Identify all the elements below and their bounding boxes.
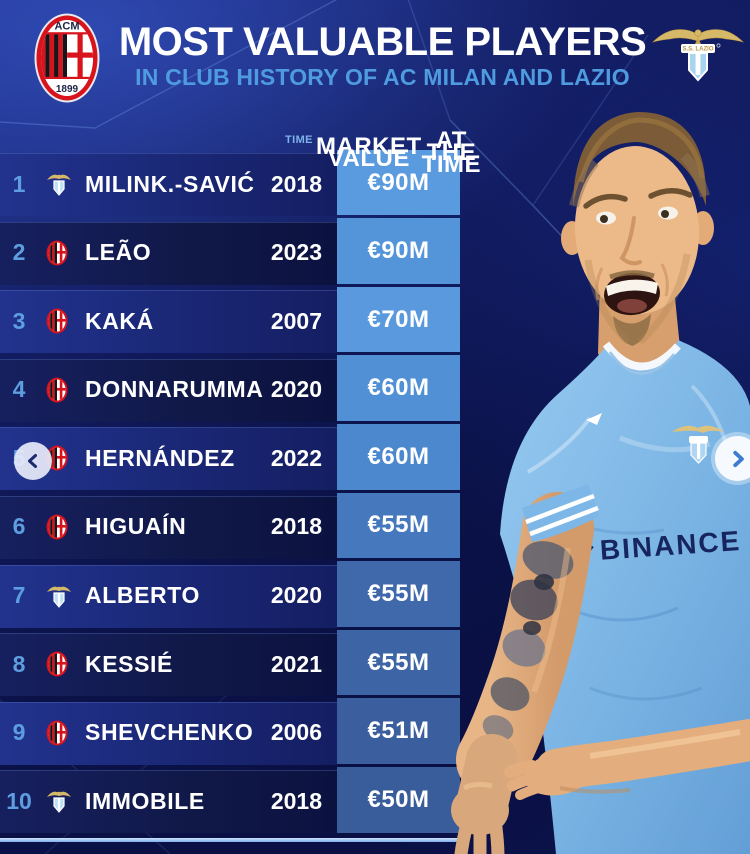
player-name: HERNÁNDEZ [85,444,235,471]
transfer-time: 2007 [270,307,322,334]
table-row: 8 KESSIÉ 2021 €55M [0,629,460,697]
player-name: DONNARUMMA [85,376,264,403]
transfer-time: 2020 [270,582,322,609]
transfer-time: 2018 [270,787,322,814]
table-row: 2 LEÃO 2023 €90M [0,218,460,285]
table-row: 7 ALBERTO 2020 €55M [0,561,460,628]
player-name: ALBERTO [85,582,200,609]
column-header-market-value-line2: AT THE TIME [421,126,481,178]
lazio-crest-icon [47,792,71,814]
transfer-time: 2022 [270,444,322,471]
column-header-time: TIME [285,134,313,146]
market-value: €51M [337,698,460,765]
market-value: €50M [337,767,460,833]
milan-crest-icon [46,240,68,266]
table-row: 5 HERNÁNDEZ 2022 €60M [0,424,460,491]
page-title: MOST VALUABLE PLAYERS [118,20,647,64]
lazio-crest-icon [47,586,71,608]
milan-crest-text: ACM [54,21,79,33]
lazio-crest-icon [47,174,71,196]
player-photo: BINANCE [451,112,750,854]
rank: 6 [12,513,26,540]
market-value: €90M [337,218,460,284]
transfer-time: 2006 [270,719,322,746]
milan-crest-icon [46,720,68,746]
market-value: €55M [337,561,460,627]
carousel-prev-button[interactable] [14,442,52,480]
table-row: 6 HIGUAÍN 2018 €55M [0,492,460,559]
table-row: 1 MILINK.-SAVIĆ 2018 €90M [0,149,460,216]
milan-crest-icon [46,377,68,403]
transfer-time: 2018 [270,513,322,540]
shirt-sponsor-text: BINANCE [599,525,742,566]
rank: 7 [12,582,26,609]
player-name: MILINK.-SAVIĆ [85,170,255,197]
milan-crest-icon [46,651,68,677]
column-header-market-value-line1: MARKET VALUE [316,132,422,172]
rank: 2 [12,239,26,266]
player-name: KESSIÉ [85,650,173,677]
player-name: IMMOBILE [85,787,205,814]
milan-crest-icon [46,514,68,540]
milan-crest-year: 1899 [56,84,79,95]
transfer-time: 2021 [270,650,322,677]
lazio-logo: S.S. LAZIO [652,29,744,82]
lazio-crest-text: S.S. LAZIO [682,47,713,53]
rank: 1 [12,170,26,197]
player-name: LEÃO [85,239,152,266]
table-row: 3 KAKÁ 2007 €70M [0,286,460,354]
transfer-time: 2018 [270,170,322,197]
chevron-right-icon [732,450,744,467]
market-value: €55M [337,629,460,696]
transfer-time: 2023 [270,239,322,266]
ranking-table: 1 MILINK.-SAVIĆ 2018 €90M 2 LEÃO 2023 €9… [0,149,460,834]
rank: 10 [6,787,32,814]
market-value: €60M [337,424,460,490]
ac-milan-logo: ACM 1899 [34,13,100,103]
player-name: SHEVCHENKO [85,719,254,746]
player-name: HIGUAÍN [85,513,187,540]
market-value: €60M [337,355,460,422]
chevron-left-icon [28,454,37,468]
milan-crest-icon [46,308,68,334]
rank: 3 [12,307,26,334]
transfer-time: 2020 [270,376,322,403]
market-value: €70M [337,286,460,353]
carousel-next-button[interactable] [715,436,750,481]
player-name: KAKÁ [85,307,154,334]
market-value: €90M [337,149,460,216]
column-header-market-value: MARKET VALUE AT THE TIME [316,120,480,186]
table-row: 4 DONNARUMMA 2020 €60M [0,355,460,422]
table-row: 10 IMMOBILE 2018 €50M [0,767,460,834]
rank: 8 [12,650,26,677]
bottom-divider [0,838,466,842]
market-value: €55M [337,492,460,559]
page-subtitle: IN CLUB HISTORY OF AC MILAN AND LAZIO [135,64,630,90]
table-row: 9 SHEVCHENKO 2006 €51M [0,698,460,765]
rank: 4 [12,376,26,403]
rank: 9 [12,719,26,746]
